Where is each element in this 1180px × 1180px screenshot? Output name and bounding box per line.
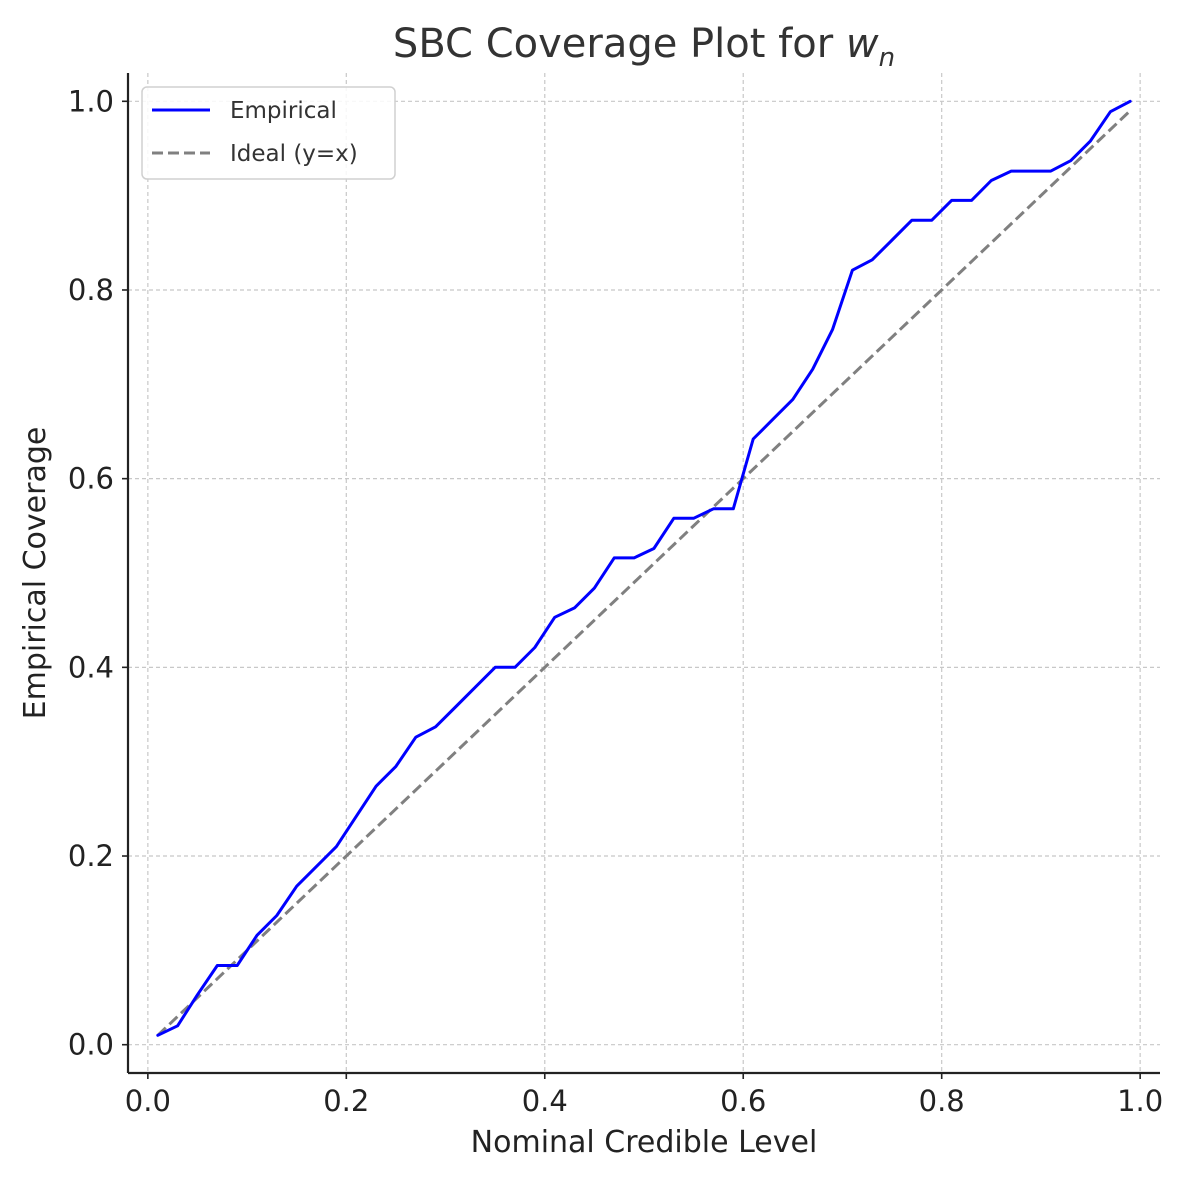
legend-ideal-label: Ideal (y=x) [230,141,358,167]
series-line-empirical [156,99,1132,1037]
axis-ticks: 0.0 0.2 0.4 0.6 0.8 1.0 0.0 0.2 0.4 0.6 0.8 1.0 [68,84,1163,1118]
y-tick-label: 0.2 [68,839,114,873]
x-axis-label: Nominal Credible Level [471,1125,818,1160]
legend-empirical-label: Empirical [230,98,337,124]
x-tick-label: 0.2 [323,1084,369,1118]
y-tick-label: 1.0 [68,84,114,118]
chart-title: SBC Coverage Plot for wn [393,21,895,73]
x-tick-label: 0.4 [522,1084,568,1118]
x-tick-label: 1.0 [1117,1084,1163,1118]
x-tick-label: 0.0 [125,1084,171,1118]
x-tick-label: 0.6 [720,1084,766,1118]
series-layer [156,99,1132,1037]
x-tick-label: 0.8 [919,1084,965,1118]
y-tick-label: 0.0 [68,1028,114,1062]
legend: Empirical Ideal (y=x) [141,86,396,180]
y-axis-label: Empirical Coverage [18,427,53,720]
y-tick-label: 0.4 [68,650,114,684]
y-tick-label: 0.8 [68,273,114,307]
y-tick-label: 0.6 [68,462,114,496]
